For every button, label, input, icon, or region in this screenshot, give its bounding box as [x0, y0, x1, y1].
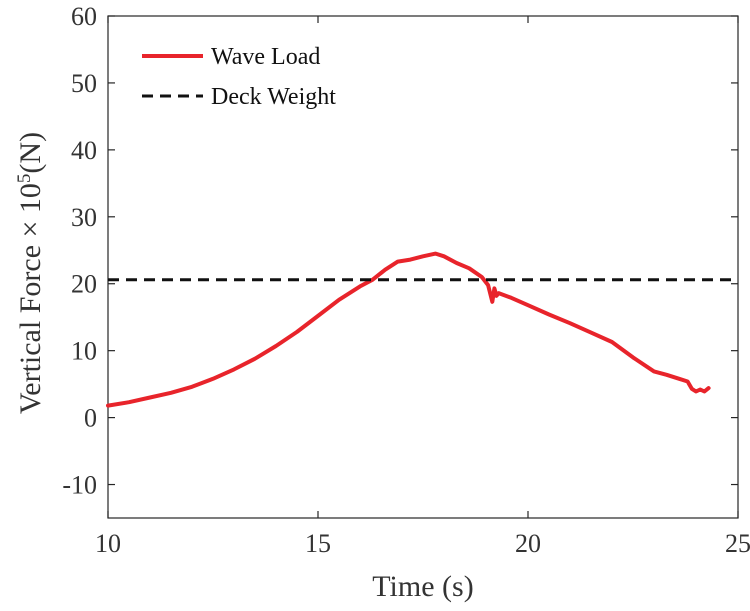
x-axis-ticks: 10 15 20 25: [95, 16, 750, 558]
y-axis-ticks: -10 0 10 20 30 40 50 60: [62, 2, 738, 500]
y-axis-title-superscript: 5: [14, 174, 35, 184]
x-axis-title: Time (s): [372, 570, 473, 603]
y-axis-title-main: Vertical Force × 10: [14, 183, 47, 414]
y-tick-label: 10: [71, 337, 97, 366]
x-tick-label: 10: [95, 529, 121, 558]
legend-label-wave-load: Wave Load: [211, 44, 320, 70]
legend-label-deck-weight: Deck Weight: [211, 84, 336, 110]
y-tick-label: 40: [71, 136, 97, 165]
y-axis-title: Vertical Force × 105(N): [14, 132, 48, 414]
legend: Wave Load Deck Weight: [142, 44, 336, 110]
series-line-wave-load: [106, 251, 711, 408]
y-tick-label: -10: [62, 471, 97, 500]
plot-area: 10 15 20 25 -10 0 10 20 30 40 50 60: [62, 2, 750, 558]
x-tick-label: 25: [725, 529, 750, 558]
y-tick-label: 50: [71, 69, 97, 98]
y-tick-label: 20: [71, 270, 97, 299]
y-tick-label: 30: [71, 203, 97, 232]
plot-frame: [107, 15, 739, 519]
y-tick-label: 0: [84, 404, 97, 433]
y-axis-title-unit: (N): [14, 132, 47, 174]
y-tick-label: 60: [71, 2, 97, 31]
series-layer: [106, 251, 738, 408]
x-tick-label: 15: [305, 529, 331, 558]
x-tick-label: 20: [515, 529, 541, 558]
